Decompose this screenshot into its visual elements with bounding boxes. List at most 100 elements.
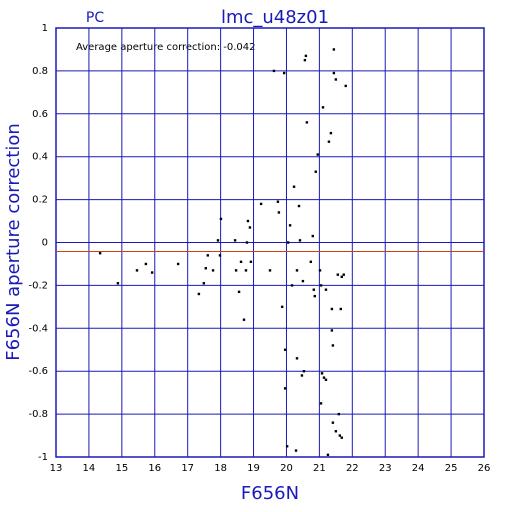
y-tick-label: 0.8 [32,66,48,77]
plot-frame [55,27,485,458]
point [331,344,335,347]
point [324,378,328,381]
point [318,269,322,272]
point [319,402,323,405]
y-axis-label: F656N aperture correction [3,123,24,361]
point [144,262,148,266]
point [197,292,201,296]
point [248,226,252,229]
point [277,211,281,214]
point [334,430,338,433]
point [312,288,315,291]
point [327,140,331,143]
point [280,305,284,309]
y-tick-label: 0.4 [32,152,48,163]
point [242,318,246,321]
point [218,254,222,257]
point [237,290,241,294]
point [314,170,317,173]
point [116,282,120,285]
point [234,269,238,272]
x-tick-label: 24 [412,463,425,474]
point [304,54,308,58]
point [334,78,338,81]
point [339,307,342,311]
point [320,372,324,375]
point [249,260,253,264]
point [259,202,263,206]
point [322,376,326,379]
point [332,71,336,75]
point [204,267,207,270]
point [321,106,325,109]
point [305,121,309,124]
point [98,252,102,255]
annotation: Average aperture correction: -0.042 [76,42,256,53]
point [326,453,330,457]
point [283,387,287,390]
point [313,294,316,298]
x-tick-label: 25 [445,463,458,474]
y-tick-label: -0.8 [28,409,48,420]
point [331,421,335,424]
point [246,219,250,223]
x-tick-label: 17 [181,463,194,474]
y-tick-label: -0.4 [28,323,48,334]
point [239,260,243,264]
point [332,48,336,51]
point [219,217,223,221]
x-tick-label: 19 [247,463,260,474]
y-tick-label: 1 [42,23,48,34]
x-tick-label: 20 [280,463,293,474]
point [298,239,302,242]
point [288,224,292,227]
point [319,284,323,287]
chart-title: lmc_u48z01 [221,7,329,28]
point [206,254,209,257]
point [316,153,319,156]
y-tick-label: -0.6 [28,366,48,377]
y-tick-label: -1 [38,452,48,463]
point [290,284,294,287]
point [282,71,286,75]
y-tick-label: 0 [42,238,48,249]
x-tick-label: 21 [313,463,326,474]
point [300,374,304,377]
x-tick-label: 18 [214,463,227,474]
point [338,434,341,437]
point [244,269,248,272]
point [342,273,345,276]
point [336,273,340,276]
chart-subtitle: PC [86,10,104,26]
y-tick-label: 0.2 [32,195,48,206]
x-tick-label: 23 [379,463,392,474]
point [285,445,289,448]
point [344,84,347,88]
point [276,200,280,203]
point [324,288,328,291]
point [301,279,305,283]
x-axis-label: F656N [241,483,299,504]
point [329,131,333,135]
x-tick-label: 22 [346,463,359,474]
x-tick-label: 16 [148,463,161,474]
point [135,269,139,272]
point [340,436,343,439]
point [303,58,307,62]
point [302,370,306,373]
point [292,185,296,188]
point [272,69,276,73]
point [294,449,298,452]
point [268,269,272,272]
point [245,241,249,244]
x-tick-label: 15 [115,463,128,474]
point [202,282,206,285]
point [176,262,180,266]
y-tick-label: -0.2 [28,280,48,291]
point [283,348,287,351]
point [295,269,299,272]
point [330,307,334,311]
point [330,329,334,332]
point [216,239,220,242]
